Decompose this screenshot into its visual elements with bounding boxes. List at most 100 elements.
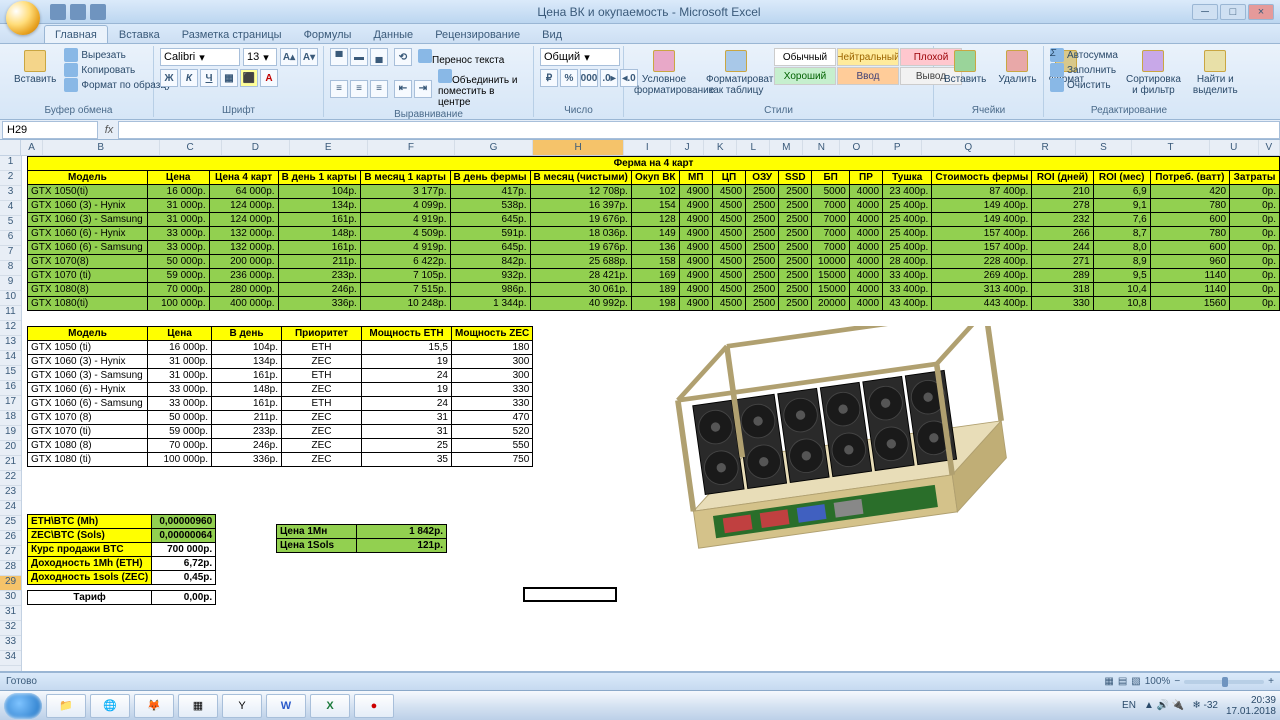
fill-button[interactable]: Заполнить: [1050, 63, 1118, 77]
font-size-combo[interactable]: 13▾: [243, 48, 277, 66]
col-header-R[interactable]: R: [1015, 140, 1075, 155]
indent-inc-button[interactable]: ⇥: [414, 80, 432, 98]
format-as-table-button[interactable]: Форматировать как таблицу: [702, 48, 770, 98]
rates-table[interactable]: ETH\BTC (Mh)0,00000960ZEC\BTC (Sols)0,00…: [27, 514, 216, 605]
col-header-V[interactable]: V: [1259, 140, 1280, 155]
ribbon-tab-2[interactable]: Разметка страницы: [171, 25, 293, 43]
ribbon-tab-6[interactable]: Вид: [531, 25, 573, 43]
row-header-8[interactable]: 8: [0, 261, 21, 276]
shrink-font-button[interactable]: A▾: [300, 48, 318, 66]
row-header-2[interactable]: 2: [0, 171, 21, 186]
col-header-M[interactable]: M: [770, 140, 803, 155]
taskbar-yandex-icon[interactable]: Y: [222, 694, 262, 718]
delete-cells-button[interactable]: Удалить: [994, 48, 1040, 87]
taskbar-app-icon[interactable]: ▦: [178, 694, 218, 718]
redo-icon[interactable]: [90, 4, 106, 20]
row-header-13[interactable]: 13: [0, 336, 21, 351]
col-header-U[interactable]: U: [1210, 140, 1259, 155]
ribbon-tab-5[interactable]: Рецензирование: [424, 25, 531, 43]
taskbar-word-icon[interactable]: W: [266, 694, 306, 718]
save-icon[interactable]: [50, 4, 66, 20]
priority-table[interactable]: МодельЦенаВ деньПриоритетМощность ETHМощ…: [27, 326, 533, 467]
row-header-4[interactable]: 4: [0, 201, 21, 216]
col-header-A[interactable]: A: [21, 140, 42, 155]
row-header-32[interactable]: 32: [0, 621, 21, 636]
grow-font-button[interactable]: A▴: [280, 48, 298, 66]
align-bottom-button[interactable]: ▄: [370, 48, 388, 66]
inc-decimal-button[interactable]: .0▸: [600, 69, 618, 87]
row-header-12[interactable]: 12: [0, 321, 21, 336]
sort-filter-button[interactable]: Сортировка и фильтр: [1122, 48, 1185, 98]
tray-lang[interactable]: EN: [1122, 700, 1136, 711]
row-header-27[interactable]: 27: [0, 546, 21, 561]
row-header-34[interactable]: 34: [0, 651, 21, 666]
cell-style[interactable]: Ввод: [837, 67, 899, 85]
number-format-combo[interactable]: Общий▾: [540, 48, 620, 66]
col-header-I[interactable]: I: [624, 140, 671, 155]
col-header-N[interactable]: N: [803, 140, 840, 155]
taskbar-excel-icon[interactable]: X: [310, 694, 350, 718]
col-header-K[interactable]: K: [704, 140, 737, 155]
row-header-31[interactable]: 31: [0, 606, 21, 621]
office-button[interactable]: [6, 1, 40, 35]
col-header-Q[interactable]: Q: [922, 140, 1015, 155]
row-header-10[interactable]: 10: [0, 291, 21, 306]
formula-input[interactable]: [118, 121, 1280, 139]
main-farm-table[interactable]: Ферма на 4 картМодельЦенаЦена 4 картВ де…: [27, 156, 1280, 311]
align-middle-button[interactable]: ▬: [350, 48, 368, 66]
zoom-level[interactable]: 100%: [1145, 676, 1171, 687]
border-button[interactable]: ▦: [220, 69, 238, 87]
zoom-slider[interactable]: [1184, 680, 1264, 684]
font-color-button[interactable]: A: [260, 69, 278, 87]
row-header-11[interactable]: 11: [0, 306, 21, 321]
bold-button[interactable]: Ж: [160, 69, 178, 87]
fill-color-button[interactable]: ⬛: [240, 69, 258, 87]
row-header-29[interactable]: 29: [0, 576, 21, 591]
taskbar-record-icon[interactable]: ●: [354, 694, 394, 718]
zoom-out-button[interactable]: −: [1174, 676, 1180, 687]
col-header-P[interactable]: P: [873, 140, 922, 155]
underline-button[interactable]: Ч: [200, 69, 218, 87]
row-header-20[interactable]: 20: [0, 441, 21, 456]
orientation-button[interactable]: ⟲: [394, 48, 412, 66]
row-header-6[interactable]: 6: [0, 231, 21, 246]
paste-button[interactable]: Вставить: [10, 48, 60, 87]
col-header-G[interactable]: G: [455, 140, 533, 155]
find-select-button[interactable]: Найти и выделить: [1189, 48, 1242, 98]
view-layout-icon[interactable]: ▤: [1118, 676, 1127, 687]
row-header-9[interactable]: 9: [0, 276, 21, 291]
taskbar-firefox-icon[interactable]: 🦊: [134, 694, 174, 718]
tray-date[interactable]: 17.01.2018: [1226, 706, 1276, 717]
align-top-button[interactable]: ▀: [330, 48, 348, 66]
row-header-19[interactable]: 19: [0, 426, 21, 441]
row-header-23[interactable]: 23: [0, 486, 21, 501]
cell-style[interactable]: Нейтральный: [837, 48, 899, 66]
conditional-formatting-button[interactable]: Условное форматирование: [630, 48, 698, 98]
tray-icons[interactable]: ▲ 🔊 🔌: [1144, 700, 1184, 711]
row-header-3[interactable]: 3: [0, 186, 21, 201]
autosum-button[interactable]: ΣАвтосумма: [1050, 48, 1118, 62]
col-header-H[interactable]: H: [533, 140, 624, 155]
close-button[interactable]: ×: [1248, 4, 1274, 20]
select-all-corner[interactable]: [0, 140, 21, 155]
price-per-unit-table[interactable]: Цена 1Мн1 842р.Цена 1Sols121р.: [276, 524, 447, 553]
currency-button[interactable]: ₽: [540, 69, 558, 87]
row-header-28[interactable]: 28: [0, 561, 21, 576]
view-normal-icon[interactable]: ▦: [1104, 676, 1113, 687]
col-header-C[interactable]: C: [160, 140, 222, 155]
fx-icon[interactable]: fx: [100, 124, 118, 136]
start-button[interactable]: [4, 693, 42, 719]
ribbon-tab-4[interactable]: Данные: [362, 25, 424, 43]
row-header-26[interactable]: 26: [0, 531, 21, 546]
row-header-17[interactable]: 17: [0, 396, 21, 411]
row-header-21[interactable]: 21: [0, 456, 21, 471]
row-header-1[interactable]: 1: [0, 156, 21, 171]
wrap-text-button[interactable]: Перенос текста: [418, 49, 504, 66]
taskbar-explorer-icon[interactable]: 📁: [46, 694, 86, 718]
row-header-18[interactable]: 18: [0, 411, 21, 426]
align-center-button[interactable]: ≡: [350, 80, 368, 98]
align-right-button[interactable]: ≡: [370, 80, 388, 98]
indent-dec-button[interactable]: ⇤: [394, 80, 412, 98]
merge-center-button[interactable]: Объединить и поместить в центре: [438, 69, 527, 108]
percent-button[interactable]: %: [560, 69, 578, 87]
